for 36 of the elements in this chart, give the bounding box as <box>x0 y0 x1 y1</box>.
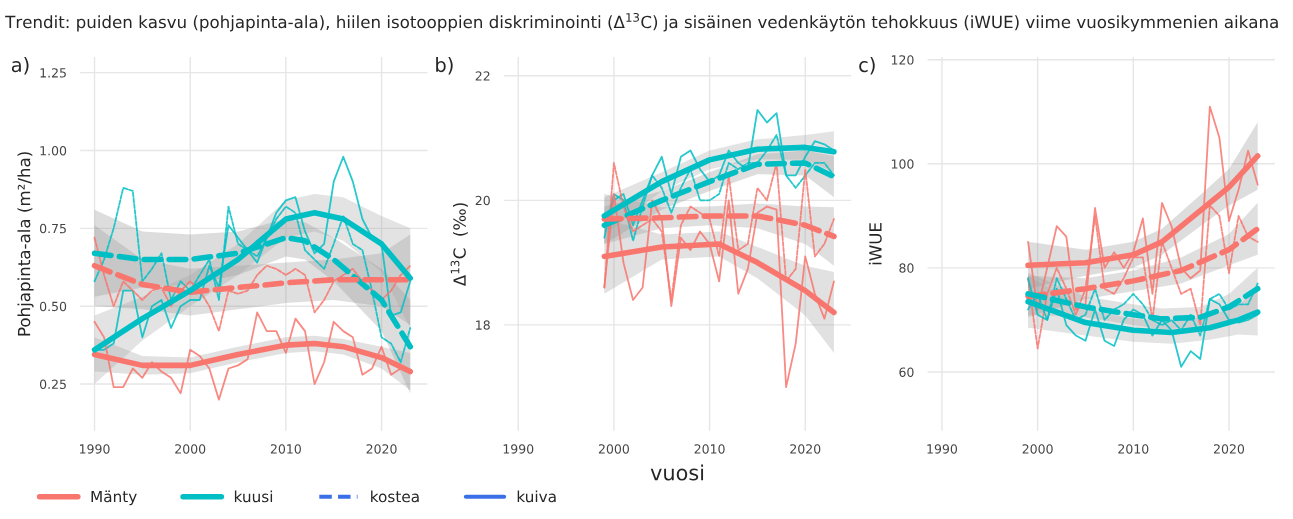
y-tick-label: 22 <box>475 71 490 81</box>
y-tick-label: 20 <box>475 195 490 206</box>
x-tick-label: 2010 <box>694 444 725 454</box>
x-axis-title: vuosi <box>650 464 704 481</box>
y-tick-label: 18 <box>476 320 490 330</box>
x-tick-label: 2000 <box>1022 444 1053 454</box>
y-tick-label: 60 <box>899 367 914 377</box>
y-axis-title: iWUE <box>868 223 882 265</box>
legend-label: Mänty <box>91 490 137 506</box>
legend-label: kuusi <box>234 490 273 503</box>
text: c) <box>859 57 875 75</box>
x-tick-label: 1990 <box>79 444 110 454</box>
x-tick-label: 1990 <box>503 444 534 454</box>
text: kuiva <box>517 490 556 503</box>
x-tick-label: 2020 <box>790 444 821 454</box>
x-tick-label: 2010 <box>270 444 301 454</box>
y-axis-title: Δ$^{13}$C (‰) <box>450 203 468 287</box>
y-tick-label: 1.25 <box>40 68 66 78</box>
x-tick-label: 1990 <box>927 444 958 454</box>
y-tick-label: 0.25 <box>39 379 66 389</box>
y-tick-label: 100 <box>891 159 914 169</box>
y-axis-title: Pohjapinta-ala (m²/ha) <box>17 152 34 336</box>
x-tick-label: 2020 <box>1213 444 1245 454</box>
y-tick-label: 0.50 <box>39 301 67 312</box>
text: b) <box>436 57 453 75</box>
x-tick-label: 2020 <box>366 444 397 454</box>
x-tick-label: 2000 <box>598 444 629 454</box>
y-tick-label: 0.75 <box>39 223 66 234</box>
y-tick-label: 120 <box>891 55 914 65</box>
y-tick-label: 80 <box>899 263 914 273</box>
text: a) <box>11 57 29 75</box>
x-tick-label: 2010 <box>1118 444 1149 454</box>
text: Trendit: puiden kasvu (pohjapinta-ala), hiilen isotooppien diskriminointi (Δ$^{13}$C) ja sisäinen vedenkäytön tehokkuus (iWUE) viime vuosikymmenien aikana <box>5 12 1278 32</box>
x-tick-label: 2000 <box>175 444 206 454</box>
text: kostea <box>371 490 419 503</box>
y-tick-label: 1.00 <box>40 145 67 156</box>
